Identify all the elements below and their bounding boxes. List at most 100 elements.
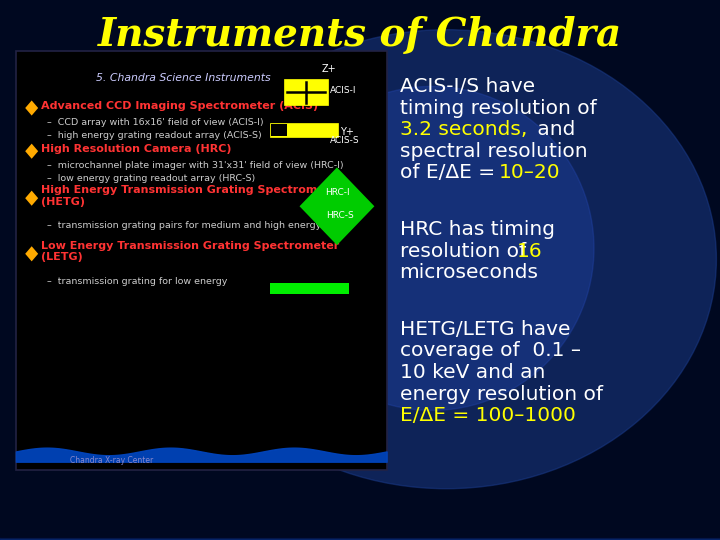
Bar (0, 533, 720, 537)
Text: of E/ΔE =: of E/ΔE = (400, 163, 501, 183)
Bar (0, 534, 720, 538)
Bar (0, 534, 720, 539)
Bar (270, 123, 338, 137)
Text: 3.2 seconds,: 3.2 seconds, (400, 120, 527, 139)
Bar (0, 535, 720, 539)
Bar (0, 531, 720, 536)
Bar (0, 534, 720, 538)
Text: 16: 16 (517, 241, 543, 261)
Bar (0, 533, 720, 538)
Bar (0, 535, 720, 539)
Bar (0, 533, 720, 537)
Bar (0, 531, 720, 536)
Bar (0, 535, 720, 540)
Bar (0, 536, 720, 540)
Bar (0, 534, 720, 538)
Bar (0, 535, 720, 540)
Bar (0, 535, 720, 539)
Bar (0, 533, 720, 537)
Bar (0, 534, 720, 538)
Bar (0, 533, 720, 538)
Bar (0, 536, 720, 540)
Text: 5. Chandra Science Instruments: 5. Chandra Science Instruments (96, 73, 271, 83)
Text: 10–20: 10–20 (499, 163, 561, 183)
Bar (0, 531, 720, 536)
Bar (0, 532, 720, 536)
Bar (0, 534, 720, 538)
Bar (0, 535, 720, 539)
Bar (0, 531, 720, 536)
Bar (0, 534, 720, 538)
Text: HRC-S: HRC-S (326, 212, 354, 220)
Bar (0, 534, 720, 538)
Bar (0, 535, 720, 539)
Bar (0, 532, 720, 537)
Bar (0, 535, 720, 539)
Bar (0, 532, 720, 536)
Text: spectral resolution: spectral resolution (400, 141, 588, 161)
Text: b: b (276, 125, 282, 134)
Bar (0, 535, 720, 539)
Bar (0, 532, 720, 536)
Bar (0, 533, 720, 537)
Bar (0, 532, 720, 537)
Text: 10 keV and an: 10 keV and an (400, 363, 545, 382)
Bar (16, 51, 387, 470)
Bar (0, 532, 720, 537)
Bar (0, 531, 720, 536)
Bar (0, 533, 720, 538)
Bar (0, 535, 720, 539)
Bar (0, 534, 720, 538)
Bar (0, 534, 720, 538)
Bar (0, 533, 720, 538)
Bar (0, 532, 720, 536)
Bar (0, 535, 720, 540)
Bar (0, 532, 720, 536)
Text: –  low energy grating readout array (HRC-S): – low energy grating readout array (HRC-… (47, 174, 255, 183)
Ellipse shape (176, 30, 716, 489)
Bar (0, 532, 720, 537)
Text: –  transmission grating pairs for medium and high energy: – transmission grating pairs for medium … (47, 221, 321, 230)
Polygon shape (25, 100, 38, 116)
Bar (0, 535, 720, 539)
Text: –  transmission grating for low energy: – transmission grating for low energy (47, 278, 228, 286)
Bar (0, 532, 720, 537)
Text: High Energy Transmission Grating Spectrometer
(HETG): High Energy Transmission Grating Spectro… (41, 185, 343, 207)
Bar (0, 536, 720, 540)
Bar (0, 531, 720, 536)
Polygon shape (25, 144, 38, 159)
Text: E/ΔE = 100–1000: E/ΔE = 100–1000 (400, 406, 575, 426)
Polygon shape (25, 191, 38, 206)
Text: timing resolution of: timing resolution of (400, 98, 596, 118)
Bar (0, 535, 720, 539)
Text: Chandra X-ray Center: Chandra X-ray Center (70, 456, 153, 464)
Bar (0, 532, 720, 536)
Bar (0, 532, 720, 537)
Bar (0, 532, 720, 537)
Bar (0, 534, 720, 538)
Bar (0, 531, 720, 536)
Bar (0, 534, 720, 538)
Text: –  CCD array with 16x16' field of view (ACIS-I): – CCD array with 16x16' field of view (A… (47, 118, 264, 127)
Text: HETG/LETG have: HETG/LETG have (400, 320, 570, 339)
Bar (0, 533, 720, 537)
Text: –  high energy grating readout array (ACIS-S): – high energy grating readout array (ACI… (47, 131, 261, 139)
Bar (0, 532, 720, 537)
Text: HRC-I: HRC-I (325, 188, 349, 197)
Bar (284, 79, 328, 105)
Bar (0, 534, 720, 538)
Bar (0, 534, 720, 538)
Text: and: and (531, 120, 575, 139)
Bar (0, 531, 720, 536)
Bar (0, 533, 720, 537)
Bar (0, 531, 720, 536)
Text: Z+: Z+ (322, 64, 336, 73)
Bar (0, 532, 720, 536)
Bar (0, 534, 720, 538)
Bar (0, 532, 720, 537)
Bar (0, 534, 720, 538)
Bar (0, 535, 720, 539)
Bar (0, 535, 720, 539)
Bar (0, 532, 720, 537)
Bar (0, 531, 720, 536)
